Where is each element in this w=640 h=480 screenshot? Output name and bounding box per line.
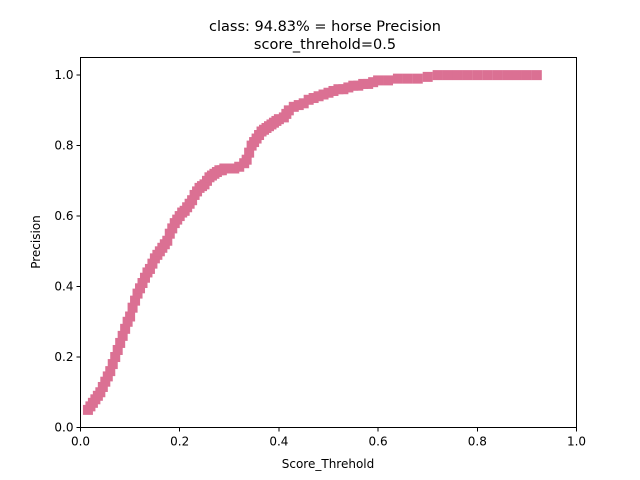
x-tick-label: 0.4 <box>269 435 288 449</box>
x-axis-ticks: 0.0 0.2 0.4 0.6 0.8 1.0 <box>71 427 586 449</box>
data-point <box>383 75 394 86</box>
data-point <box>241 154 252 165</box>
chart-title: class: 94.83% = horse Precision <box>209 19 441 35</box>
data-point <box>147 258 158 269</box>
x-tick-label: 0.8 <box>468 435 487 449</box>
data-point <box>135 283 146 294</box>
data-point <box>127 302 138 313</box>
data-point <box>482 70 493 81</box>
plot-frame <box>80 57 577 428</box>
data-point <box>521 70 532 81</box>
data-point <box>187 195 198 206</box>
x-tick-label: 0.0 <box>71 435 90 449</box>
data-point <box>105 366 116 377</box>
data-point <box>472 70 483 81</box>
data-point <box>107 359 118 370</box>
y-tick-label: 0.8 <box>54 139 73 153</box>
data-point <box>137 278 148 289</box>
data-point <box>531 70 542 81</box>
data-point <box>432 70 443 81</box>
y-tick-label: 0.4 <box>54 280 73 294</box>
data-point <box>412 73 423 84</box>
data-point <box>167 223 178 234</box>
data-point <box>373 75 384 86</box>
data-point <box>244 147 255 158</box>
chart-subtitle: score_threhold=0.5 <box>254 37 396 53</box>
y-axis-ticks: 0.0 0.2 0.4 0.6 0.8 1.0 <box>54 68 81 435</box>
data-point <box>452 70 463 81</box>
x-tick-label: 0.6 <box>369 435 388 449</box>
x-tick-label: 1.0 <box>567 435 586 449</box>
data-point <box>100 376 111 387</box>
data-point <box>117 330 128 341</box>
data-point <box>462 70 473 81</box>
data-point <box>97 381 108 392</box>
data-point <box>162 235 173 246</box>
data-point <box>102 371 113 382</box>
data-point <box>402 73 413 84</box>
y-axis-label: Precision <box>29 215 43 269</box>
y-tick-label: 0.6 <box>54 209 73 223</box>
data-point <box>95 387 106 398</box>
data-point <box>164 228 175 239</box>
data-point <box>110 352 121 363</box>
y-tick-label: 0.2 <box>54 350 73 364</box>
data-point <box>125 311 136 322</box>
y-tick-label: 1.0 <box>54 68 73 82</box>
x-tick-label: 0.2 <box>170 435 189 449</box>
data-point <box>502 70 513 81</box>
data-points <box>82 70 542 415</box>
data-point <box>112 344 123 355</box>
data-point <box>115 337 126 348</box>
x-axis-label: Score_Threhold <box>282 457 375 471</box>
data-point <box>392 73 403 84</box>
data-point <box>511 70 522 81</box>
y-tick-label: 0.0 <box>54 421 73 435</box>
data-point <box>492 70 503 81</box>
data-point <box>144 263 155 274</box>
data-point <box>122 316 133 327</box>
data-point <box>130 295 141 306</box>
data-point <box>132 288 143 299</box>
data-point <box>120 323 131 334</box>
data-point <box>442 70 453 81</box>
data-point <box>422 71 433 82</box>
data-point <box>139 272 150 283</box>
